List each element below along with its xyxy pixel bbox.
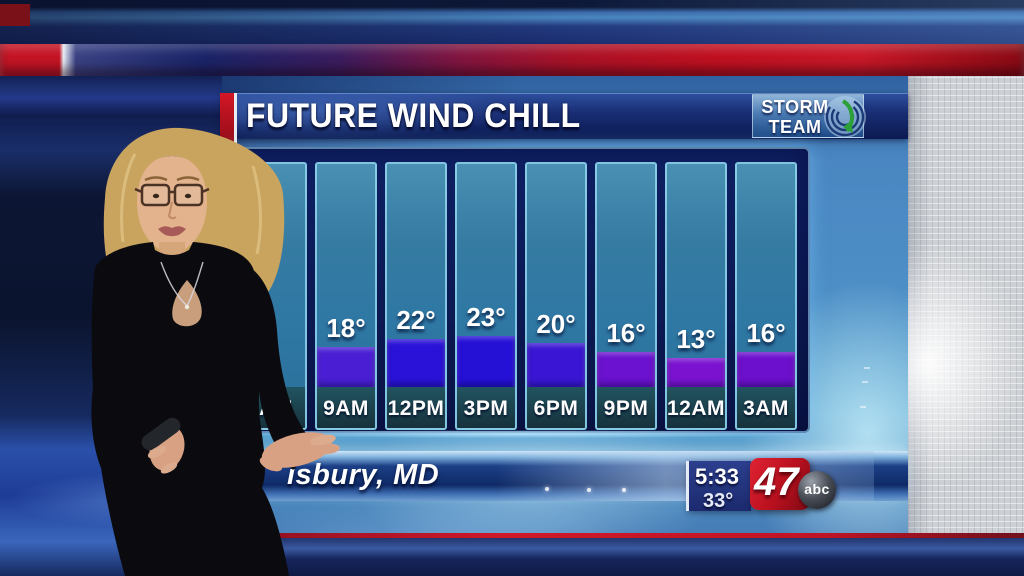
lips [158, 226, 186, 237]
sparkle-dot [545, 487, 549, 491]
panel-tick-mark [860, 406, 866, 408]
column-footer [317, 387, 375, 428]
location-text: isbury, MD [287, 459, 440, 491]
time-label: 3AM [743, 397, 789, 420]
column-footer [737, 387, 795, 428]
station-number: 47 [754, 460, 799, 504]
title-red-accent [220, 93, 237, 151]
panel-tick-mark [862, 381, 868, 383]
glasses-bridge [134, 187, 210, 194]
wind-chill-bar [387, 339, 445, 387]
column-footer [527, 387, 585, 428]
wind-chill-bar [597, 352, 655, 387]
time-label: 12AM [667, 397, 726, 420]
top-stripe-band [0, 0, 1024, 44]
wind-chill-bar-chart: AM 18° 9AM 22° 12PM 23° 3PM 20° 6PM [232, 147, 810, 433]
necklace [160, 261, 204, 307]
hair-highlight [251, 165, 262, 255]
radar-swirl-icon [824, 96, 866, 138]
keyhole-cutout [172, 280, 202, 327]
time-label: 6PM [533, 397, 579, 420]
storm-team-label: STORM TEAM [759, 97, 831, 137]
time-label: 12PM [387, 397, 445, 420]
necklace-pendant [184, 304, 190, 310]
chart-bottom-glow [240, 430, 806, 438]
finger [316, 443, 340, 455]
eye [184, 193, 192, 199]
finger [310, 434, 336, 446]
wind-chill-bar [527, 343, 585, 387]
forecast-column: 13° 12AM [665, 162, 727, 430]
chart-title: FUTURE WIND CHILL [246, 97, 581, 135]
wind-chill-value: 23° [466, 302, 506, 332]
eyebrow [144, 176, 168, 182]
wind-chill-bar [737, 352, 795, 387]
presenter-body [91, 242, 289, 576]
column-footer [667, 387, 725, 428]
eye [152, 193, 160, 199]
forecast-column: 18° 9AM [315, 162, 377, 430]
storm-team-line1: STORM [761, 97, 829, 117]
forecast-column: 16° 9PM [595, 162, 657, 430]
wind-chill-value: 13° [676, 324, 716, 354]
wind-chill-bar [317, 347, 375, 387]
hair-highlight [120, 153, 137, 243]
sparkle-dot [622, 488, 626, 492]
current-temp: 33° [703, 490, 734, 512]
wind-chill-value: 16° [746, 318, 786, 348]
time-label: 3PM [463, 397, 509, 420]
wind-chill-bar [667, 358, 725, 387]
sparkle-dot [587, 488, 591, 492]
presenter-remote [141, 417, 181, 451]
wind-chill-value: 16° [606, 318, 646, 348]
wind-chill-value: 18° [326, 313, 366, 343]
finger [147, 445, 167, 459]
clock-time: 5:33 [695, 464, 740, 489]
finger [160, 462, 178, 474]
forecast-column: 16° 3AM [735, 162, 797, 430]
abc-network-label: abc [804, 481, 830, 497]
bottom-red-line [222, 533, 1024, 538]
storm-team-badge: STORM TEAM [752, 94, 866, 138]
time-label: 9PM [603, 397, 649, 420]
corner-red-block [0, 4, 30, 26]
studio-side-panel [908, 70, 1024, 576]
panel-tick-mark [864, 367, 870, 369]
forecast-column: 22° 12PM [385, 162, 447, 430]
forecast-column: 23° 3PM [455, 162, 517, 430]
wind-chill-value: 20° [536, 309, 576, 339]
forecast-column: 20° 6PM [525, 162, 587, 430]
abc-network-sphere: abc [798, 471, 836, 509]
presenter-arm [251, 268, 317, 470]
eyebrow [176, 176, 200, 182]
time-temp-box: 5:33 33° [686, 461, 751, 512]
thumb [259, 456, 283, 472]
wind-chill-value: 22° [396, 305, 436, 335]
finger [153, 453, 173, 467]
column-footer [597, 387, 655, 428]
storm-team-line2: TEAM [768, 117, 822, 137]
column-footer [387, 387, 445, 428]
wind-chill-bar [457, 336, 515, 387]
column-footer [457, 387, 515, 428]
bottom-footer-band [222, 538, 1024, 576]
time-label: 9AM [323, 397, 369, 420]
red-stripe-band [0, 44, 1024, 76]
weather-presenter [91, 127, 340, 576]
nose [167, 201, 177, 220]
